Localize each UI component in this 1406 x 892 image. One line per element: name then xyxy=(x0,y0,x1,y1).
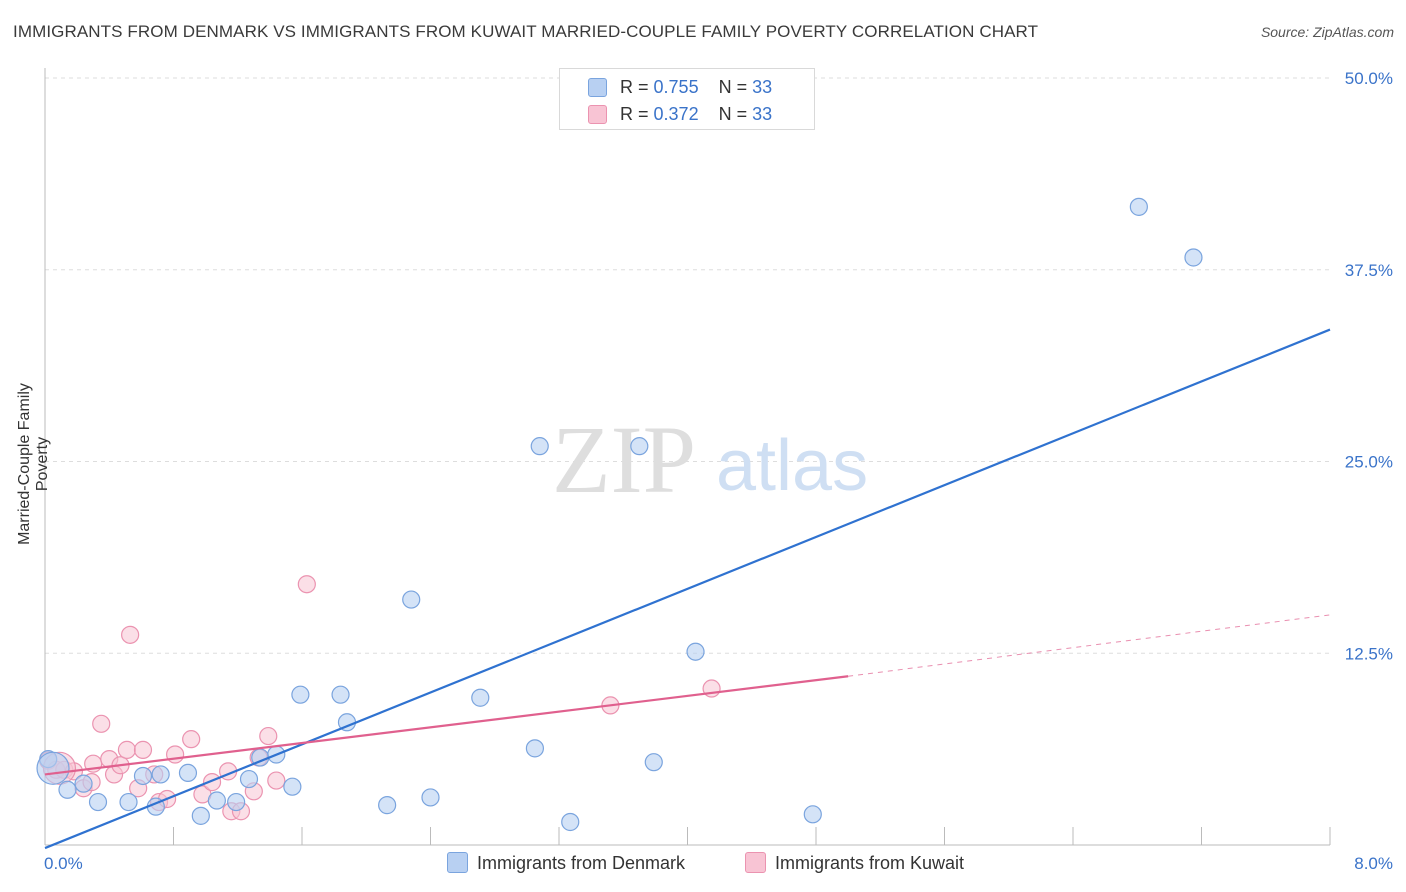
denmark-point xyxy=(1129,197,1148,216)
source-label: Source: ZipAtlas.com xyxy=(1260,24,1394,40)
kuwait-point xyxy=(133,740,153,759)
x-tick-label: 8.0% xyxy=(1354,854,1393,873)
legend-swatch-kuwait xyxy=(588,105,607,124)
denmark-point xyxy=(803,805,822,824)
denmark-point xyxy=(686,642,705,661)
watermark: ZIP atlas xyxy=(552,406,868,513)
denmark-point xyxy=(133,766,153,786)
legend-r-label: R = xyxy=(620,104,649,124)
denmark-point xyxy=(74,774,93,793)
legend-swatch-denmark xyxy=(588,78,607,97)
denmark-points xyxy=(36,197,1203,832)
denmark-point xyxy=(561,812,580,832)
series-legend-kuwait: Immigrants from Kuwait xyxy=(745,852,964,874)
denmark-point xyxy=(1184,248,1203,267)
legend-text-kuwait: R = 0.372 N = 33 xyxy=(620,104,772,125)
kuwait-point xyxy=(92,714,111,733)
legend-r-label: R = xyxy=(620,77,649,97)
legend-n-label: N = xyxy=(718,104,748,124)
chart-title: IMMIGRANTS FROM DENMARK VS IMMIGRANTS FR… xyxy=(13,22,1039,41)
kuwait-point xyxy=(121,625,140,644)
denmark-point xyxy=(191,806,210,825)
y-tick-label: 12.5% xyxy=(1345,644,1393,663)
legend-n-label: N = xyxy=(718,77,748,97)
denmark-point xyxy=(471,688,490,707)
denmark-point xyxy=(291,685,310,704)
denmark-point xyxy=(378,796,397,815)
denmark-point xyxy=(530,437,549,456)
kuwait-trend-line xyxy=(44,675,849,776)
series-swatch-denmark xyxy=(447,852,468,873)
tick-labels: 12.5% 25.0% 37.5% 50.0% 0.0% 8.0% xyxy=(44,69,1393,873)
axis-layer xyxy=(44,68,1331,846)
denmark-point xyxy=(119,792,138,812)
denmark-point xyxy=(402,590,421,609)
series-swatch-kuwait xyxy=(745,852,766,873)
y-tick-label: 25.0% xyxy=(1345,453,1393,472)
denmark-point xyxy=(421,788,440,807)
correlation-legend: R = 0.755 N = 33 R = 0.372 N = 33 xyxy=(559,68,815,130)
y-tick-label: 50.0% xyxy=(1345,69,1393,88)
series-legend-denmark: Immigrants from Denmark xyxy=(447,852,685,874)
denmark-point xyxy=(36,751,70,785)
y-axis-label: Married-Couple Family Poverty xyxy=(16,383,51,545)
denmark-point xyxy=(630,437,649,456)
grid-layer xyxy=(45,77,1330,654)
kuwait-trend-extension xyxy=(848,614,1331,677)
y-tick-label: 37.5% xyxy=(1345,261,1393,280)
x-tick-label: 0.0% xyxy=(44,854,83,873)
kuwait-point xyxy=(267,771,286,790)
watermark-zip: ZIP xyxy=(552,406,696,513)
legend-n-value: 33 xyxy=(752,104,773,124)
kuwait-point xyxy=(182,730,201,749)
legend-r-value: 0.372 xyxy=(653,104,699,124)
denmark-point xyxy=(525,739,545,758)
trend-layer xyxy=(44,328,1331,850)
denmark-point xyxy=(151,765,170,784)
kuwait-point xyxy=(166,745,185,764)
denmark-point xyxy=(283,777,302,796)
kuwait-point xyxy=(259,726,278,746)
kuwait-point xyxy=(297,575,316,594)
denmark-point xyxy=(331,685,350,704)
series-label-denmark: Immigrants from Denmark xyxy=(477,853,686,873)
denmark-point xyxy=(58,780,77,799)
legend-r-value: 0.755 xyxy=(653,77,699,97)
legend-text-denmark: R = 0.755 N = 33 xyxy=(620,77,772,98)
legend-n-value: 33 xyxy=(752,77,773,97)
denmark-point xyxy=(178,763,198,783)
denmark-point xyxy=(644,753,663,772)
kuwait-point xyxy=(117,740,137,759)
denmark-point xyxy=(239,769,259,789)
series-label-kuwait: Immigrants from Kuwait xyxy=(775,853,965,873)
denmark-trend-line xyxy=(44,328,1331,850)
denmark-point xyxy=(88,792,108,812)
watermark-atlas: atlas xyxy=(716,426,868,506)
denmark-point xyxy=(207,791,226,810)
denmark-point xyxy=(227,792,246,812)
